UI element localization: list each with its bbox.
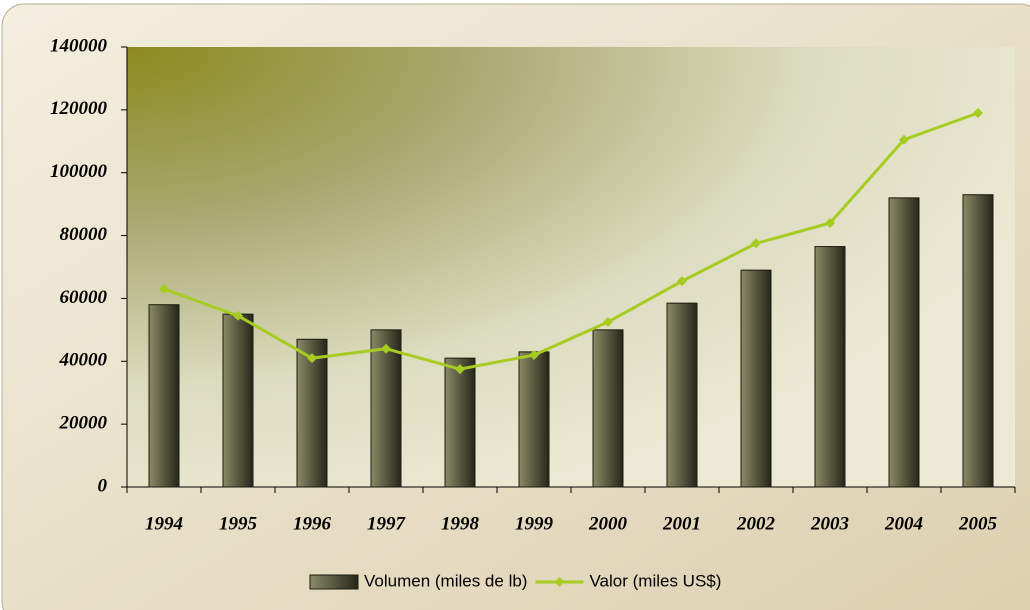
- marker: [677, 276, 687, 287]
- legend-label: Valor (miles US$): [589, 571, 721, 590]
- marker: [455, 364, 465, 375]
- plot-area: [127, 47, 1015, 487]
- bar: [740, 269, 772, 488]
- bar: [518, 351, 550, 488]
- marker: [825, 218, 835, 228]
- y-tick-label: 140000: [50, 35, 108, 56]
- bar: [444, 357, 476, 488]
- bar: [296, 338, 328, 488]
- y-tick-label: 60000: [60, 287, 108, 308]
- x-tick-label: 2002: [736, 513, 776, 534]
- bar: [222, 313, 254, 488]
- marker: [159, 284, 169, 294]
- x-tick-label: 2005: [958, 513, 998, 534]
- marker: [751, 238, 761, 249]
- marker: [603, 317, 613, 327]
- x-tick-label: 1999: [515, 513, 554, 534]
- y-tick-label: 100000: [50, 161, 108, 182]
- bar: [592, 329, 624, 488]
- x-tick-label: 2004: [884, 513, 923, 534]
- bar: [814, 246, 846, 488]
- x-tick-label: 2003: [810, 513, 849, 534]
- bar: [962, 194, 994, 488]
- y-tick-label: 40000: [59, 350, 108, 371]
- x-tick-label: 1995: [219, 513, 258, 534]
- bar: [370, 329, 402, 488]
- y-tick-label: 20000: [59, 413, 108, 434]
- bar: [148, 304, 180, 488]
- y-tick-label: 80000: [60, 224, 108, 245]
- marker: [307, 353, 317, 364]
- marker: [381, 343, 391, 354]
- bar: [888, 197, 920, 488]
- x-tick-label: 1996: [293, 513, 332, 534]
- marker: [529, 350, 539, 360]
- x-tick-label: 1998: [441, 513, 480, 534]
- marker: [233, 310, 243, 321]
- y-tick-label: 0: [98, 475, 108, 496]
- legend-label: Volumen (miles de lb): [364, 571, 527, 590]
- marker: [899, 134, 909, 145]
- x-tick-label: 2001: [662, 513, 701, 534]
- legend-marker: [554, 577, 565, 587]
- marker: [973, 108, 983, 118]
- legend-swatch: [309, 574, 359, 590]
- x-tick-label: 2000: [588, 513, 628, 534]
- y-tick-label: 120000: [50, 98, 108, 119]
- line: [163, 111, 979, 371]
- x-tick-label: 1994: [145, 513, 183, 534]
- x-tick-label: 1997: [367, 513, 407, 534]
- bar: [666, 302, 698, 488]
